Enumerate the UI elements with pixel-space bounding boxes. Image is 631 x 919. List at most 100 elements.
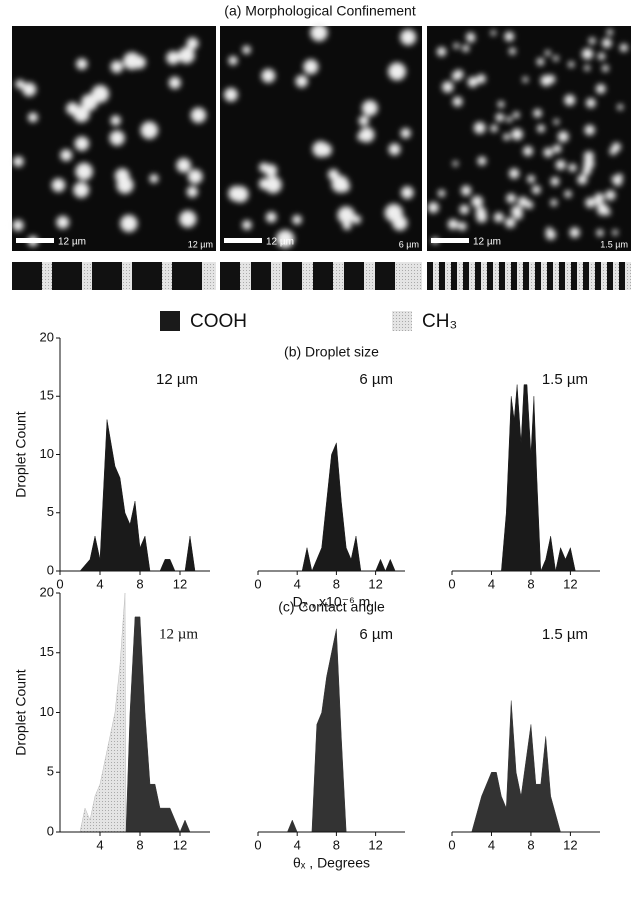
x-tick-label: 12 [368, 837, 382, 852]
droplet [511, 128, 523, 140]
x-tick-label: 0 [254, 576, 261, 591]
droplet [12, 156, 24, 167]
droplet [569, 227, 580, 238]
droplet [427, 202, 439, 213]
scale-label: 12 µm [266, 237, 294, 248]
droplet [91, 85, 110, 103]
annotation: 6 µm [359, 626, 393, 643]
droplet [453, 42, 460, 49]
micrographs: 12 µm 12 µm 12 µm 6 µm 12 µm 1.5 µm [12, 23, 631, 251]
droplet [73, 106, 90, 123]
droplet [27, 112, 38, 123]
droplet [497, 101, 505, 108]
x-tick-label: 4 [488, 837, 495, 852]
droplet [537, 124, 545, 133]
droplet [51, 178, 66, 192]
stripe [172, 262, 202, 290]
annotation: 12 µm [159, 626, 198, 642]
annotation: 1.5 µm [542, 626, 588, 643]
droplets [427, 29, 628, 244]
droplet [361, 100, 378, 116]
droplet [508, 47, 516, 55]
stripe [132, 262, 162, 290]
droplet [604, 208, 611, 216]
droplet [581, 48, 594, 60]
droplet [467, 76, 478, 88]
x-tick-label: 12 [173, 576, 187, 591]
droplet [585, 98, 596, 108]
y-tick-label: 0 [47, 823, 54, 838]
legend-swatch [160, 311, 180, 331]
x-tick-label: 0 [448, 576, 455, 591]
stripe [12, 262, 42, 290]
area [125, 616, 191, 833]
droplet [584, 65, 591, 71]
droplet [557, 131, 569, 143]
x-tick-label: 12 [563, 576, 577, 591]
droplet [400, 128, 411, 139]
droplet [388, 143, 401, 156]
droplet [568, 163, 577, 172]
droplet [109, 130, 125, 146]
droplet [310, 23, 328, 42]
droplet [388, 62, 406, 81]
droplet [116, 176, 134, 194]
x-tick-label: 4 [96, 576, 103, 591]
x-tick-label: 8 [136, 576, 143, 591]
droplet [166, 51, 180, 65]
droplet [228, 55, 238, 66]
stripe [499, 262, 505, 290]
droplet [264, 164, 278, 177]
droplet [609, 147, 617, 156]
x-tick-label: 0 [56, 576, 63, 591]
droplet [15, 79, 25, 89]
droplet [612, 229, 619, 236]
droplet [466, 32, 476, 42]
droplet [546, 74, 556, 84]
chart-title: (b) Droplet size [284, 344, 379, 360]
droplet [532, 185, 541, 195]
stripe [427, 262, 433, 290]
x-tick-label: 8 [333, 576, 340, 591]
stripe [595, 262, 601, 290]
droplet [190, 107, 207, 123]
stripe [559, 262, 565, 290]
droplet [186, 37, 199, 50]
droplet [437, 189, 446, 198]
droplet [168, 76, 181, 89]
droplet [544, 50, 551, 56]
y-tick-label: 20 [40, 329, 54, 344]
droplet [523, 146, 533, 157]
stripe [375, 262, 395, 290]
x-tick-label: 8 [527, 576, 534, 591]
droplet [513, 210, 523, 220]
droplet [436, 46, 447, 57]
stripe [92, 262, 122, 290]
scale-bar [431, 238, 469, 243]
droplet [601, 38, 612, 48]
droplet [292, 215, 302, 225]
area [287, 628, 347, 833]
droplet [550, 177, 560, 186]
droplet [588, 37, 596, 45]
droplet [583, 158, 595, 170]
droplet [568, 61, 575, 68]
droplets [12, 37, 207, 247]
stripe [607, 262, 613, 290]
x-tick-label: 12 [563, 837, 577, 852]
droplet [392, 215, 408, 231]
droplet [550, 199, 558, 207]
droplet [503, 133, 511, 141]
period-label: 12 µm [188, 239, 213, 249]
droplet [179, 210, 197, 228]
droplet [533, 109, 542, 118]
droplet [473, 122, 486, 134]
area [79, 419, 196, 572]
droplet [490, 124, 498, 133]
droplet [476, 74, 486, 84]
droplet [74, 136, 90, 151]
droplet [56, 215, 70, 229]
x-axis-label: θₓ , Degrees [293, 855, 370, 871]
chart-title: (c) Contact angle [278, 599, 385, 615]
droplet [461, 185, 472, 196]
